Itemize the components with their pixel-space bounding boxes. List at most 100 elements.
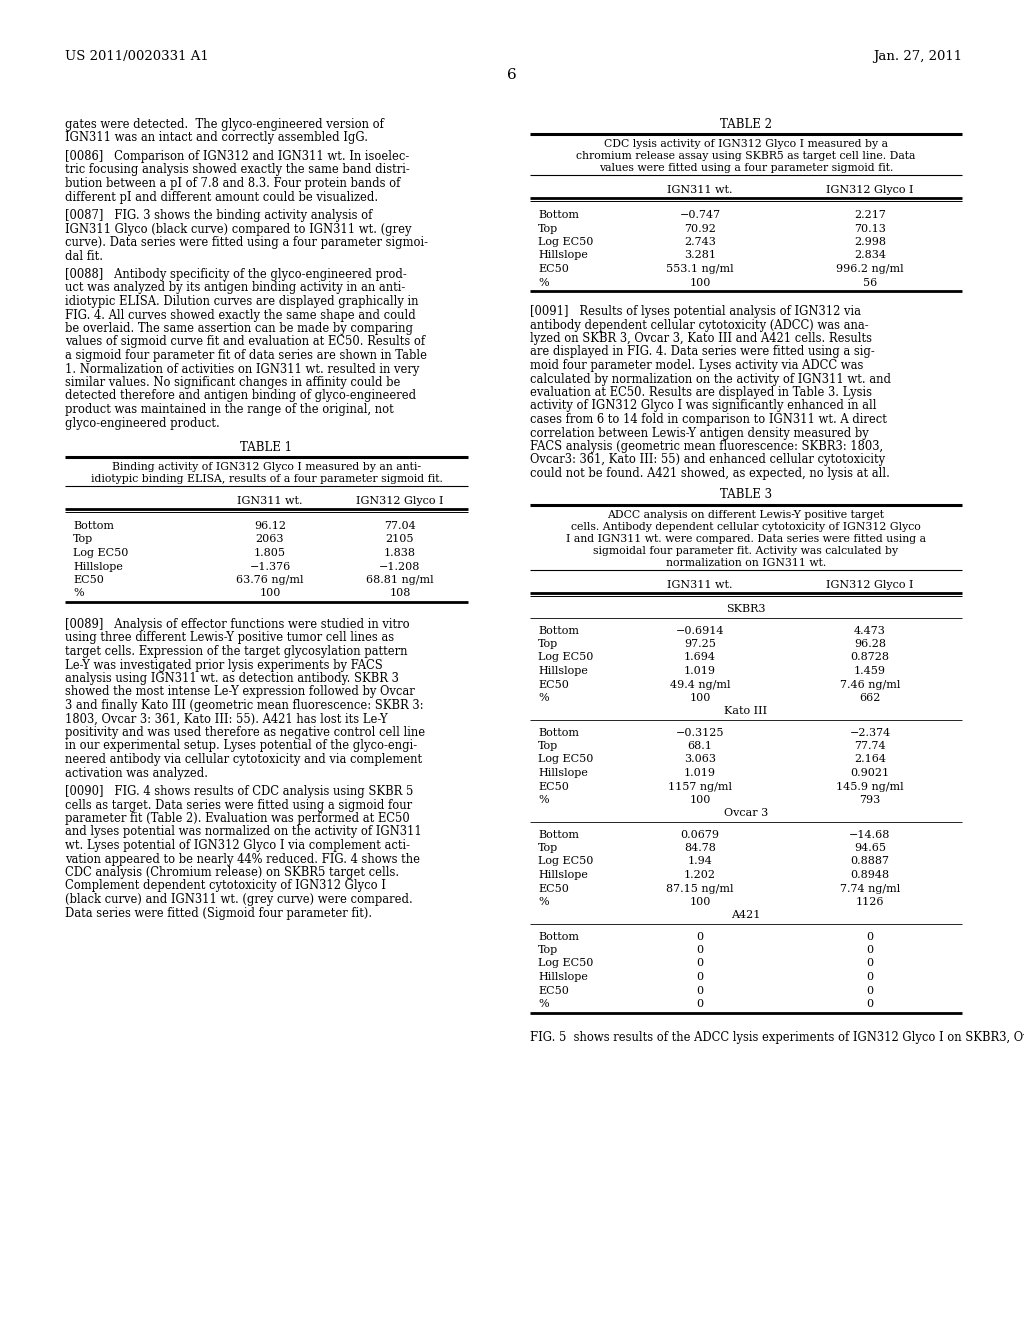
Text: antibody dependent cellular cytotoxicity (ADCC) was ana-: antibody dependent cellular cytotoxicity… — [530, 318, 868, 331]
Text: 49.4 ng/ml: 49.4 ng/ml — [670, 680, 730, 689]
Text: using three different Lewis-Y positive tumor cell lines as: using three different Lewis-Y positive t… — [65, 631, 394, 644]
Text: and lyses potential was normalized on the activity of IGN311: and lyses potential was normalized on th… — [65, 825, 422, 838]
Text: idiotypic ELISA. Dilution curves are displayed graphically in: idiotypic ELISA. Dilution curves are dis… — [65, 294, 419, 308]
Text: 1.838: 1.838 — [384, 548, 416, 558]
Text: IGN311 Glyco (black curve) compared to IGN311 wt. (grey: IGN311 Glyco (black curve) compared to I… — [65, 223, 412, 235]
Text: 1.019: 1.019 — [684, 667, 716, 676]
Text: A421: A421 — [731, 911, 761, 920]
Text: 0: 0 — [696, 958, 703, 969]
Text: 100: 100 — [689, 795, 711, 805]
Text: Data series were fitted (Sigmoid four parameter fit).: Data series were fitted (Sigmoid four pa… — [65, 907, 372, 920]
Text: correlation between Lewis-Y antigen density measured by: correlation between Lewis-Y antigen dens… — [530, 426, 868, 440]
Text: 662: 662 — [859, 693, 881, 704]
Text: 96.12: 96.12 — [254, 521, 286, 531]
Text: EC50: EC50 — [538, 264, 569, 275]
Text: uct was analyzed by its antigen binding activity in an anti-: uct was analyzed by its antigen binding … — [65, 281, 406, 294]
Text: 1157 ng/ml: 1157 ng/ml — [668, 781, 732, 792]
Text: 996.2 ng/ml: 996.2 ng/ml — [837, 264, 904, 275]
Text: 4.473: 4.473 — [854, 626, 886, 635]
Text: IGN312 Glyco I: IGN312 Glyco I — [356, 496, 443, 506]
Text: IGN311 wt.: IGN311 wt. — [238, 496, 303, 506]
Text: 97.25: 97.25 — [684, 639, 716, 649]
Text: 0: 0 — [696, 945, 703, 954]
Text: 84.78: 84.78 — [684, 843, 716, 853]
Text: sigmoidal four parameter fit. Activity was calculated by: sigmoidal four parameter fit. Activity w… — [594, 545, 899, 556]
Text: (black curve) and IGN311 wt. (grey curve) were compared.: (black curve) and IGN311 wt. (grey curve… — [65, 894, 413, 906]
Text: parameter fit (Table 2). Evaluation was performed at EC50: parameter fit (Table 2). Evaluation was … — [65, 812, 410, 825]
Text: dal fit.: dal fit. — [65, 249, 103, 263]
Text: activity of IGN312 Glyco I was significantly enhanced in all: activity of IGN312 Glyco I was significa… — [530, 400, 877, 412]
Text: CDC analysis (Chromium release) on SKBR5 target cells.: CDC analysis (Chromium release) on SKBR5… — [65, 866, 399, 879]
Text: IGN311 was an intact and correctly assembled IgG.: IGN311 was an intact and correctly assem… — [65, 132, 368, 144]
Text: Log EC50: Log EC50 — [73, 548, 128, 558]
Text: Hillslope: Hillslope — [538, 972, 588, 982]
Text: detected therefore and antigen binding of glyco-engineered: detected therefore and antigen binding o… — [65, 389, 416, 403]
Text: 0: 0 — [866, 932, 873, 941]
Text: 6: 6 — [507, 69, 517, 82]
Text: 0.8728: 0.8728 — [851, 652, 890, 663]
Text: 2.998: 2.998 — [854, 238, 886, 247]
Text: 77.74: 77.74 — [854, 741, 886, 751]
Text: [0088]   Antibody specificity of the glyco-engineered prod-: [0088] Antibody specificity of the glyco… — [65, 268, 407, 281]
Text: 0: 0 — [866, 999, 873, 1008]
Text: gates were detected.  The glyco-engineered version of: gates were detected. The glyco-engineere… — [65, 117, 384, 131]
Text: Log EC50: Log EC50 — [538, 857, 593, 866]
Text: 2.217: 2.217 — [854, 210, 886, 220]
Text: 145.9 ng/ml: 145.9 ng/ml — [837, 781, 904, 792]
Text: product was maintained in the range of the original, not: product was maintained in the range of t… — [65, 403, 394, 416]
Text: Log EC50: Log EC50 — [538, 238, 593, 247]
Text: normalization on IGN311 wt.: normalization on IGN311 wt. — [666, 557, 826, 568]
Text: Bottom: Bottom — [538, 932, 579, 941]
Text: 2.743: 2.743 — [684, 238, 716, 247]
Text: 1. Normalization of activities on IGN311 wt. resulted in very: 1. Normalization of activities on IGN311… — [65, 363, 420, 375]
Text: 77.04: 77.04 — [384, 521, 416, 531]
Text: 1126: 1126 — [856, 898, 885, 907]
Text: 1.202: 1.202 — [684, 870, 716, 880]
Text: 1803, Ovcar 3: 361, Kato III: 55). A421 has lost its Le-Y: 1803, Ovcar 3: 361, Kato III: 55). A421 … — [65, 713, 388, 726]
Text: 0: 0 — [866, 945, 873, 954]
Text: Le-Y was investigated prior lysis experiments by FACS: Le-Y was investigated prior lysis experi… — [65, 659, 383, 672]
Text: %: % — [73, 589, 84, 598]
Text: 96.28: 96.28 — [854, 639, 886, 649]
Text: %: % — [538, 795, 549, 805]
Text: [0087]   FIG. 3 shows the binding activity analysis of: [0087] FIG. 3 shows the binding activity… — [65, 209, 373, 222]
Text: Hillslope: Hillslope — [538, 768, 588, 777]
Text: IGN312 Glyco I: IGN312 Glyco I — [826, 185, 913, 195]
Text: −2.374: −2.374 — [849, 727, 891, 738]
Text: Log EC50: Log EC50 — [538, 958, 593, 969]
Text: %: % — [538, 693, 549, 704]
Text: [0086]   Comparison of IGN312 and IGN311 wt. In isoelec-: [0086] Comparison of IGN312 and IGN311 w… — [65, 150, 410, 162]
Text: 3 and finally Kato III (geometric mean fluorescence: SKBR 3:: 3 and finally Kato III (geometric mean f… — [65, 700, 424, 711]
Text: Bottom: Bottom — [538, 829, 579, 840]
Text: EC50: EC50 — [73, 576, 103, 585]
Text: 553.1 ng/ml: 553.1 ng/ml — [667, 264, 734, 275]
Text: idiotypic binding ELISA, results of a four parameter sigmoid fit.: idiotypic binding ELISA, results of a fo… — [90, 474, 442, 484]
Text: evaluation at EC50. Results are displayed in Table 3. Lysis: evaluation at EC50. Results are displaye… — [530, 385, 872, 399]
Text: Hillslope: Hillslope — [538, 870, 588, 880]
Text: 2.834: 2.834 — [854, 251, 886, 260]
Text: CDC lysis activity of IGN312 Glyco I measured by a: CDC lysis activity of IGN312 Glyco I mea… — [604, 139, 888, 149]
Text: positivity and was used therefore as negative control cell line: positivity and was used therefore as neg… — [65, 726, 425, 739]
Text: EC50: EC50 — [538, 781, 569, 792]
Text: 1.459: 1.459 — [854, 667, 886, 676]
Text: neered antibody via cellular cytotoxicity and via complement: neered antibody via cellular cytotoxicit… — [65, 752, 422, 766]
Text: −1.208: −1.208 — [379, 561, 421, 572]
Text: 56: 56 — [863, 277, 878, 288]
Text: similar values. No significant changes in affinity could be: similar values. No significant changes i… — [65, 376, 400, 389]
Text: values of sigmoid curve fit and evaluation at EC50. Results of: values of sigmoid curve fit and evaluati… — [65, 335, 425, 348]
Text: 2063: 2063 — [256, 535, 285, 544]
Text: Hillslope: Hillslope — [538, 667, 588, 676]
Text: cells. Antibody dependent cellular cytotoxicity of IGN312 Glyco: cells. Antibody dependent cellular cytot… — [571, 521, 921, 532]
Text: Hillslope: Hillslope — [538, 251, 588, 260]
Text: 3.063: 3.063 — [684, 755, 716, 764]
Text: Ovcar 3: Ovcar 3 — [724, 808, 768, 818]
Text: 1.805: 1.805 — [254, 548, 286, 558]
Text: %: % — [538, 277, 549, 288]
Text: Top: Top — [538, 945, 558, 954]
Text: 70.13: 70.13 — [854, 223, 886, 234]
Text: are displayed in FIG. 4. Data series were fitted using a sig-: are displayed in FIG. 4. Data series wer… — [530, 346, 874, 359]
Text: 7.46 ng/ml: 7.46 ng/ml — [840, 680, 900, 689]
Text: glyco-engineered product.: glyco-engineered product. — [65, 417, 220, 429]
Text: 87.15 ng/ml: 87.15 ng/ml — [667, 883, 734, 894]
Text: values were fitted using a four parameter sigmoid fit.: values were fitted using a four paramete… — [599, 162, 893, 173]
